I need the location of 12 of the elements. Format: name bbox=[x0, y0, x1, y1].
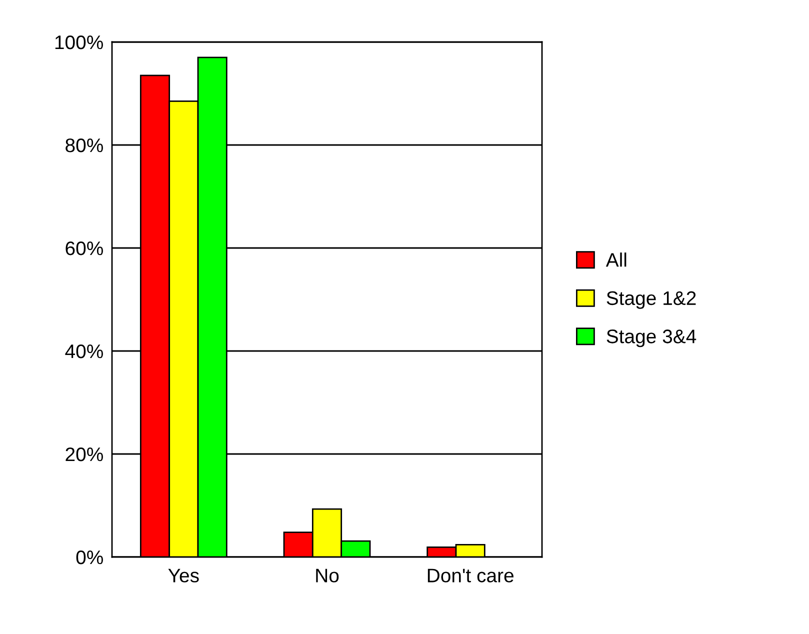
legend-label: All bbox=[606, 252, 626, 267]
x-tick-label: Don't care bbox=[428, 568, 514, 582]
y-tick-label: 20% bbox=[66, 447, 103, 462]
y-tick-label: 60% bbox=[66, 241, 103, 256]
x-tick-label: No bbox=[316, 568, 339, 582]
legend-label: Stage 3&4 bbox=[606, 330, 696, 348]
y-tick-label: 100% bbox=[55, 35, 103, 50]
y-tick-label: 0% bbox=[76, 550, 103, 564]
y-tick-label: 80% bbox=[66, 138, 103, 152]
legend-label: Stage 1&2 bbox=[606, 291, 696, 309]
x-tick-label: Yes bbox=[168, 568, 199, 582]
y-tick-label: 40% bbox=[65, 344, 103, 358]
